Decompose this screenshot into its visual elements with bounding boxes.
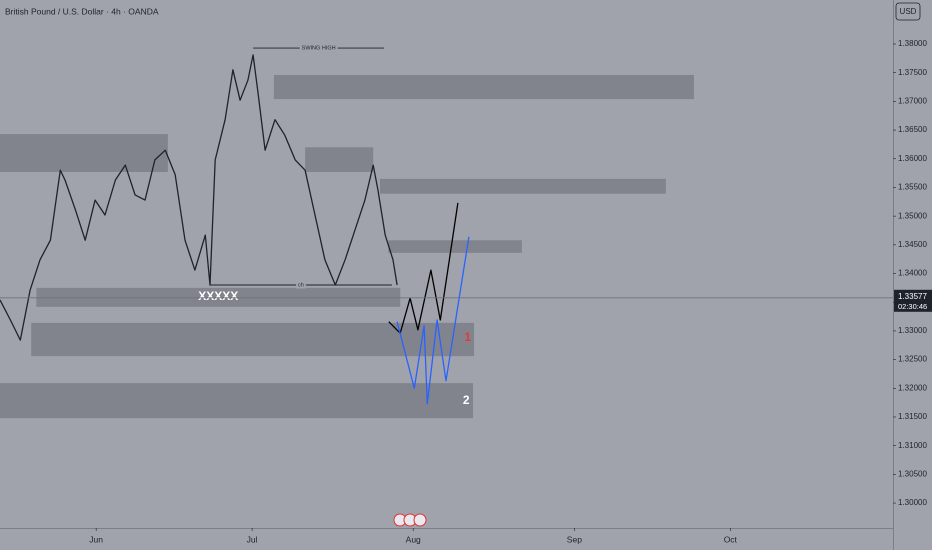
event-icons[interactable] <box>393 513 427 527</box>
x-tick-label: Aug <box>406 534 421 544</box>
y-tick-label: 1.37000 <box>898 96 927 105</box>
y-tick-label: 1.38000 <box>898 39 927 48</box>
annotation-text: ch <box>298 282 304 288</box>
y-tick-label: 1.36000 <box>898 154 927 163</box>
zone <box>379 178 666 194</box>
countdown: 02:30:46 <box>898 302 927 311</box>
x-tick-label: Sep <box>567 534 582 544</box>
y-tick-label: 1.31500 <box>898 412 927 421</box>
annotation-text: SWING HIGH <box>302 45 336 51</box>
last-price: 1.33577 <box>898 292 927 301</box>
chart-title: British Pound / U.S. Dollar · 4h · OANDA <box>5 6 159 16</box>
y-tick-label: 1.34500 <box>898 240 927 249</box>
y-tick-label: 1.37500 <box>898 68 927 77</box>
price-line <box>0 54 398 341</box>
x-tick-label: Oct <box>724 534 738 544</box>
annotations: SWING HIGH ch XXXXX 1 2 <box>198 45 471 407</box>
zone <box>0 134 168 172</box>
label: 2 <box>463 393 470 407</box>
zone <box>36 287 401 307</box>
label: XXXXX <box>198 289 238 303</box>
x-tick-label: Jun <box>89 534 103 544</box>
y-tick-label: 1.35500 <box>898 183 927 192</box>
currency[interactable]: USD <box>900 7 917 16</box>
price-line <box>396 236 470 405</box>
y-tick-label: 1.33000 <box>898 326 927 335</box>
x-tick-label: Jul <box>247 534 258 544</box>
y-tick-label: 1.32000 <box>898 383 927 392</box>
currency-box[interactable] <box>895 2 921 21</box>
annotation-text-bg <box>296 282 306 289</box>
event-icon[interactable] <box>413 513 427 527</box>
zones <box>0 74 694 419</box>
label: 1 <box>464 330 471 344</box>
axes: 1.30000 1.30500 1.31000 1.31500 1.32000 1.325… <box>0 39 932 544</box>
y-tick-label: 1.30000 <box>898 498 927 507</box>
last-price-box <box>894 289 932 312</box>
annotation-text-bg <box>299 45 338 52</box>
y-tick-label: 1.35000 <box>898 211 927 220</box>
zone <box>388 240 522 253</box>
y-tick-label: 1.31000 <box>898 441 927 450</box>
y-tick-label: 1.34000 <box>898 269 927 278</box>
y-tick-label: 1.36500 <box>898 125 927 134</box>
zone <box>305 147 374 172</box>
series <box>0 54 470 405</box>
zone <box>31 322 475 357</box>
zone <box>0 383 474 419</box>
y-tick-label: 1.32500 <box>898 355 927 364</box>
zone <box>273 74 694 100</box>
y-tick-label: 1.30500 <box>898 469 927 478</box>
